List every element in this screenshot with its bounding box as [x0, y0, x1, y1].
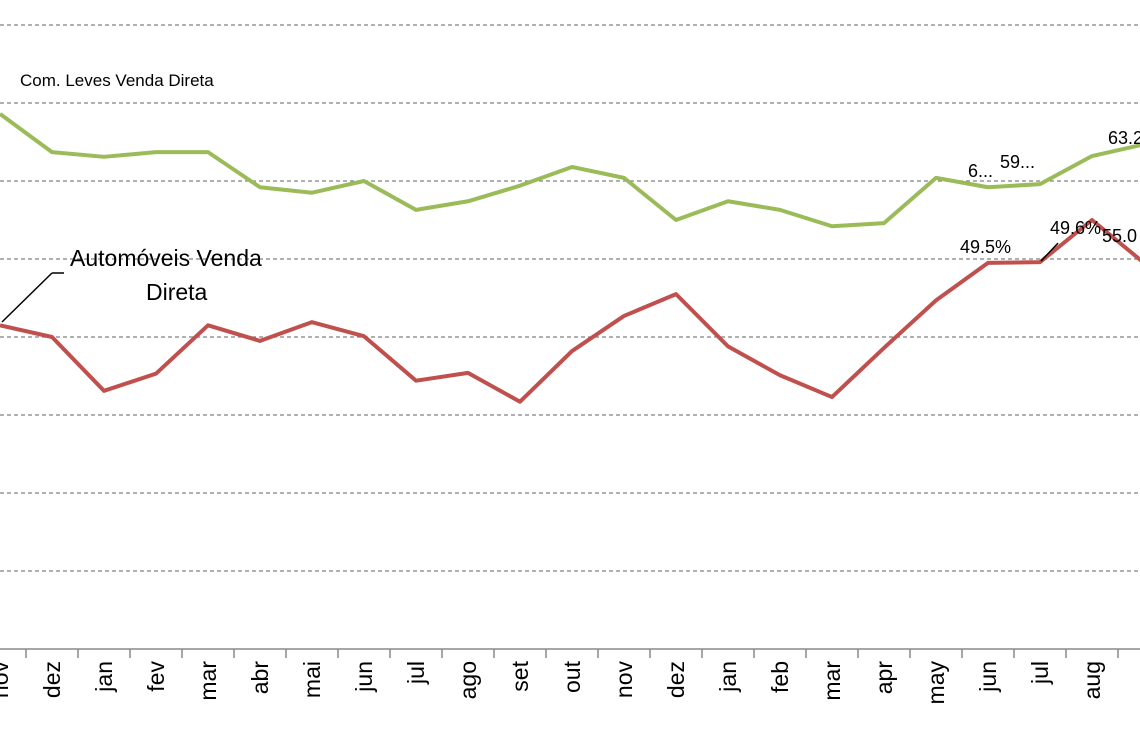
x-tick-label: ago	[455, 661, 481, 699]
data-label: 63.2	[1108, 128, 1140, 148]
x-tick-label: jul	[1027, 661, 1053, 685]
x-tick-label: apr	[871, 661, 897, 695]
x-tick-label: fev	[143, 661, 169, 692]
x-tick-label: out	[559, 660, 585, 693]
x-tick-label: jul	[403, 661, 429, 685]
data-labels: 6... 59... 63.2 49.5% 49.6% 55.0	[960, 128, 1140, 262]
data-label-leader	[1040, 242, 1059, 262]
x-tick-label: may	[923, 661, 949, 705]
series-label-automoveis-line2: Direta	[146, 279, 208, 305]
x-tick-label: jun	[975, 661, 1001, 693]
x-tick-label: dez	[663, 661, 689, 698]
x-tick-label: dez	[39, 661, 65, 698]
data-label: 49.5%	[960, 237, 1011, 257]
x-tick-label: nov	[611, 661, 637, 699]
data-label: 49.6%	[1050, 218, 1101, 238]
gridlines	[0, 24, 1140, 572]
x-axis: nov dez jan fev mar abr mai jun jul ago set out nov d…	[0, 648, 1140, 705]
x-tick-label: mai	[299, 661, 325, 698]
x-tick-label: feb	[767, 661, 793, 693]
series-label-automoveis-line1: Automóveis Venda	[70, 245, 262, 271]
series-lines	[0, 112, 1140, 404]
data-label: 59...	[1000, 152, 1035, 172]
x-tick-label: nov	[0, 661, 13, 699]
x-tick-label: set	[507, 660, 533, 691]
series-label-leader	[1, 272, 53, 323]
x-tick-label: aug	[1079, 661, 1105, 699]
x-tick-label: mar	[819, 661, 845, 701]
x-tick-label: abr	[247, 661, 273, 695]
data-label: 55.0	[1102, 226, 1137, 246]
x-tick-label: jan	[715, 661, 741, 693]
x-tick-label: jun	[351, 661, 377, 693]
x-tick-label: mar	[195, 661, 221, 701]
data-label: 6...	[968, 161, 993, 181]
x-tick-label: jan	[91, 661, 117, 693]
series-label-com-leves: Com. Leves Venda Direta	[20, 71, 214, 90]
